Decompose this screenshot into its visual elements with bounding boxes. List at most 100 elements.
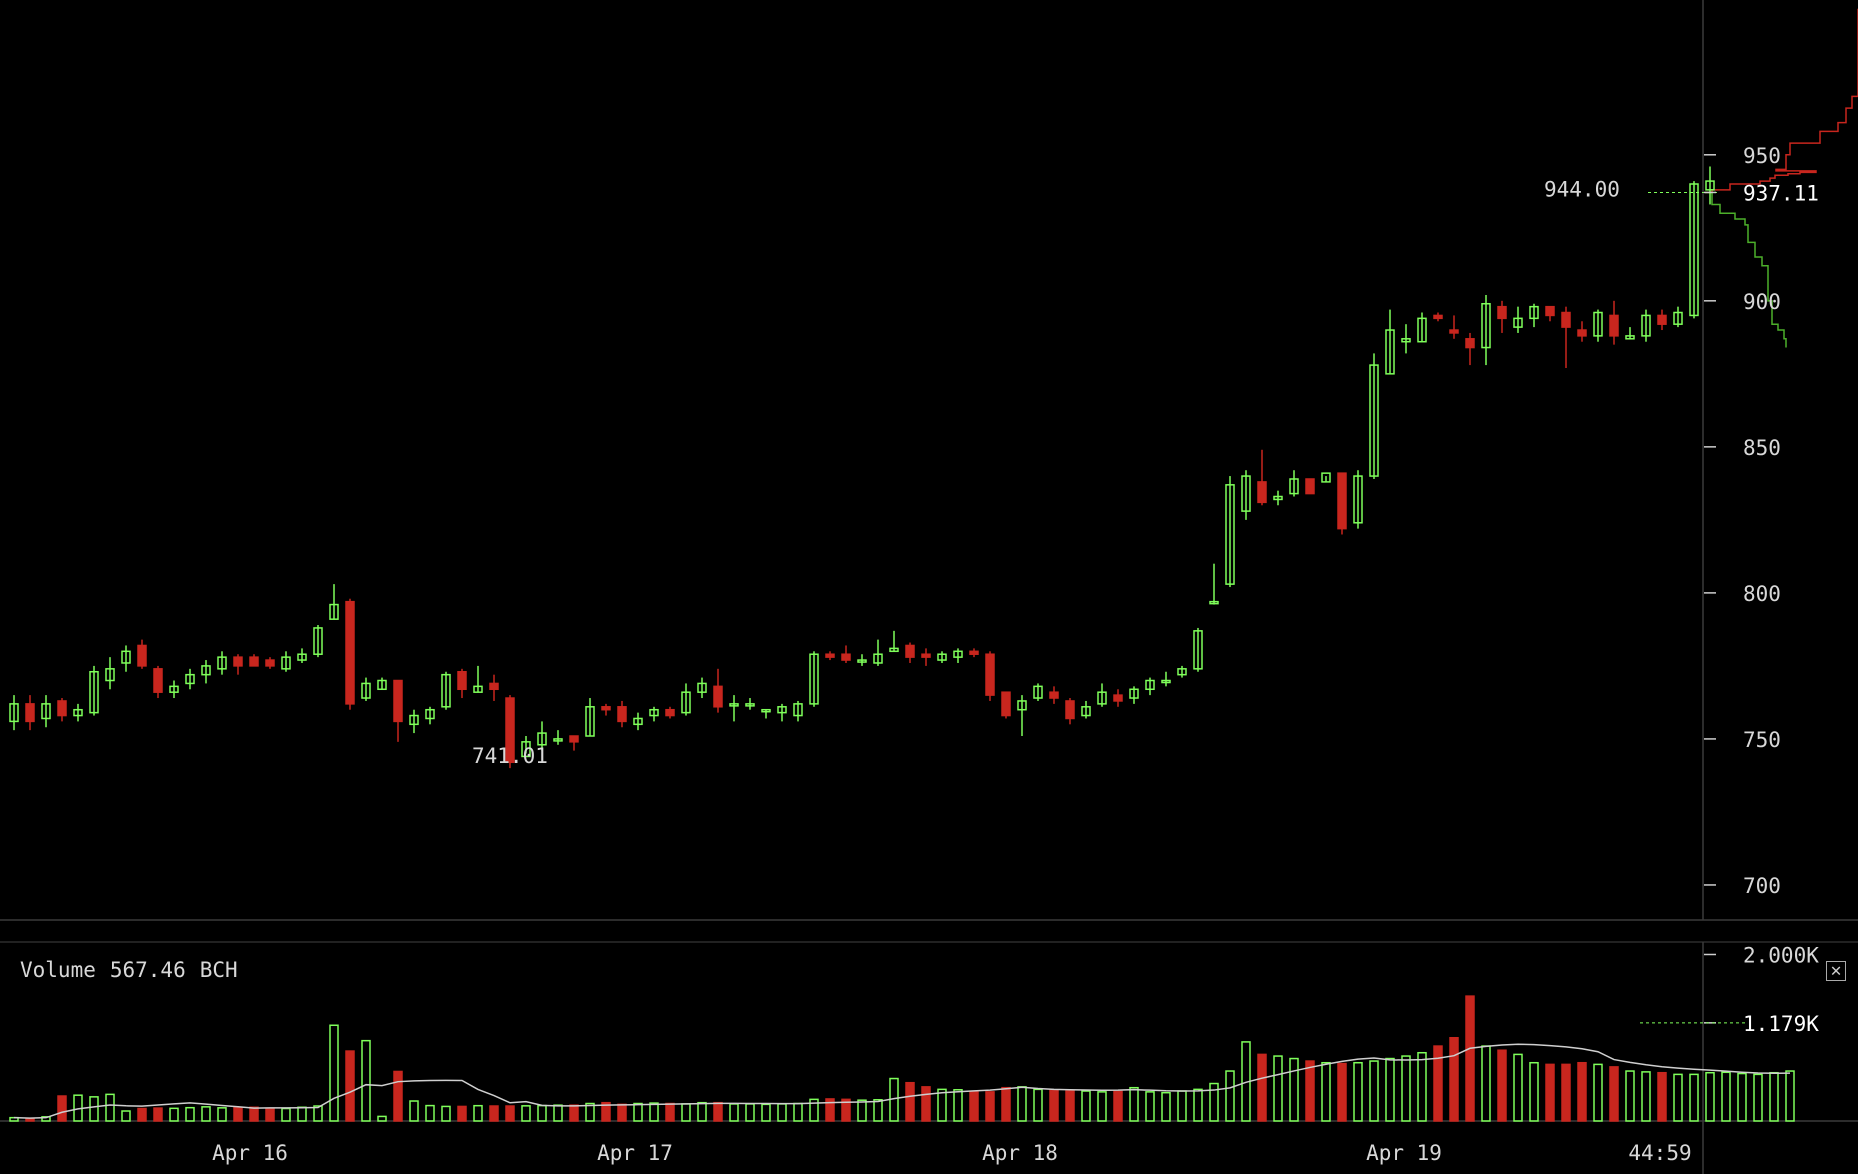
candle-body — [1689, 183, 1699, 317]
volume-bar — [1001, 1086, 1011, 1122]
order-book-depth — [1705, 8, 1858, 348]
y-tick-label: 950 — [1743, 144, 1781, 168]
candle-body — [761, 708, 771, 713]
volume-bar — [793, 1102, 803, 1122]
volume-bar — [1065, 1090, 1075, 1122]
volume-bar — [697, 1101, 707, 1122]
volume-bar — [89, 1096, 99, 1122]
candle-body — [1337, 472, 1347, 530]
candle-body — [1593, 311, 1603, 337]
x-tick-label: Apr 17 — [597, 1141, 673, 1165]
candle-body — [1657, 314, 1667, 325]
volume-bar — [1737, 1072, 1747, 1122]
volume-bar — [1673, 1073, 1683, 1122]
candle-body — [1161, 679, 1171, 684]
volume-bar — [1785, 1070, 1795, 1122]
volume-bar — [1481, 1045, 1491, 1122]
candle-body — [137, 644, 147, 667]
candle-body — [505, 697, 515, 764]
volume-bar — [1513, 1053, 1523, 1122]
candle-body — [633, 717, 643, 726]
candle-body — [361, 682, 371, 699]
candle-body — [985, 653, 995, 696]
candle-body — [1129, 688, 1139, 699]
volume-bar — [1273, 1055, 1283, 1122]
volume-moving-average — [13, 1043, 1791, 1119]
volume-readout: Volume 567.46 BCH — [20, 958, 252, 982]
candle-body — [1273, 495, 1283, 501]
volume-bar — [1769, 1071, 1779, 1122]
volume-bar — [985, 1091, 995, 1122]
candle-body — [121, 650, 131, 664]
candle-body — [649, 708, 659, 717]
candle-body — [1625, 335, 1635, 340]
volume-bar — [905, 1081, 915, 1122]
volume-bar — [1129, 1086, 1139, 1122]
candle-body — [617, 706, 627, 723]
annotations: 937.11 944.00 741.01 — [472, 177, 1819, 768]
volume-bar — [217, 1107, 227, 1122]
volume-bar — [1465, 995, 1475, 1122]
candle-body — [425, 708, 435, 720]
candle-body — [1401, 338, 1411, 343]
candle-body — [489, 682, 499, 691]
y-tick-label: 800 — [1743, 582, 1781, 606]
volume-bar — [1161, 1091, 1171, 1122]
volume-bar — [457, 1105, 467, 1122]
candle-body — [553, 738, 563, 742]
volume-bar — [777, 1103, 787, 1122]
bid-depth-curve — [1705, 191, 1787, 348]
volume-bar — [1449, 1036, 1459, 1122]
candle-body — [329, 603, 339, 620]
volume-bar — [1289, 1057, 1299, 1122]
candle-body — [1577, 329, 1587, 337]
candle-body — [345, 600, 355, 705]
candle-body — [889, 647, 899, 653]
candle-body — [25, 703, 35, 723]
y-tick-label: 900 — [1743, 290, 1781, 314]
close-volume-panel-button[interactable]: ✕ — [1826, 961, 1846, 981]
candle-body — [905, 644, 915, 658]
volume-bar — [713, 1101, 723, 1122]
candle-body — [1225, 484, 1235, 585]
volume-bar — [1209, 1082, 1219, 1122]
volume-bar — [521, 1105, 531, 1122]
candle-body — [377, 679, 387, 691]
candle-body — [297, 653, 307, 661]
volume-bar — [1433, 1045, 1443, 1122]
candle-body — [713, 685, 723, 708]
candle-body — [1065, 700, 1075, 720]
volume-bar — [1545, 1063, 1555, 1122]
volume-unit: BCH — [199, 958, 238, 982]
candle-body — [1481, 302, 1491, 349]
volume-bar — [233, 1106, 243, 1122]
candle-body — [921, 653, 931, 658]
candle-body — [1465, 338, 1475, 349]
candle-body — [1289, 478, 1299, 495]
volume-bar — [1689, 1073, 1699, 1122]
candle-body — [201, 665, 211, 676]
volume-bar — [809, 1098, 819, 1122]
low-price-annotation: 741.01 — [472, 744, 548, 768]
volume-bar — [1577, 1061, 1587, 1122]
volume-bar — [25, 1117, 35, 1122]
candle-body — [777, 706, 787, 714]
volume-bar — [505, 1105, 515, 1122]
volume-bar — [761, 1103, 771, 1122]
candle-body — [681, 691, 691, 714]
candle-body — [233, 656, 243, 667]
volume-bar — [569, 1104, 579, 1122]
volume-bar — [617, 1103, 627, 1122]
candle-body — [1081, 706, 1091, 717]
candle-body — [1529, 305, 1539, 320]
y-tick-label: 850 — [1743, 436, 1781, 460]
volume-bar — [969, 1091, 979, 1122]
candle-body — [265, 659, 275, 667]
candle-body — [1305, 478, 1315, 495]
volume-bar — [1641, 1071, 1651, 1122]
volume-bar — [265, 1107, 275, 1122]
volume-bar — [857, 1099, 867, 1122]
candle-body — [1609, 314, 1619, 337]
volume-bar — [425, 1104, 435, 1122]
volume-bar — [937, 1088, 947, 1122]
